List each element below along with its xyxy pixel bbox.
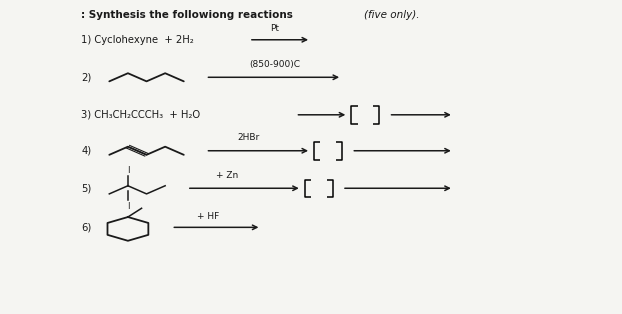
Text: 5): 5): [81, 183, 91, 193]
Text: + HF: + HF: [197, 212, 220, 221]
Text: + Zn: + Zn: [216, 171, 238, 181]
Text: (five only).: (five only).: [364, 10, 419, 20]
Text: 4): 4): [81, 146, 91, 156]
Text: 1) Cyclohexyne  + 2H₂: 1) Cyclohexyne + 2H₂: [81, 35, 194, 45]
Text: 2HBr: 2HBr: [238, 133, 260, 142]
Text: (850-900)C: (850-900)C: [249, 61, 300, 69]
Text: 6): 6): [81, 222, 91, 232]
Text: I: I: [127, 202, 129, 211]
Text: I: I: [127, 165, 129, 175]
Text: Pt: Pt: [271, 24, 279, 33]
Text: 2): 2): [81, 72, 91, 82]
Text: : Synthesis the followiong reactions: : Synthesis the followiong reactions: [81, 10, 297, 20]
Text: 3) CH₃CH₂CCCH₃  + H₂O: 3) CH₃CH₂CCCH₃ + H₂O: [81, 110, 200, 120]
